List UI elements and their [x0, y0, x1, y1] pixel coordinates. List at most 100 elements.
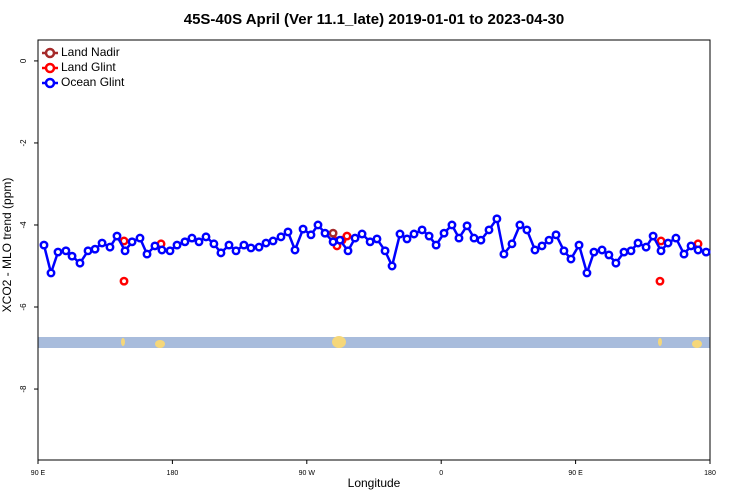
data-point [165, 246, 175, 256]
data-point [507, 239, 517, 249]
data-point [298, 224, 308, 234]
data-point [254, 242, 264, 252]
data-point [187, 233, 197, 243]
data-point [395, 229, 405, 239]
x-tick-label: 90 E [568, 470, 583, 477]
data-point [604, 250, 614, 260]
data-point [290, 245, 300, 255]
data-point [454, 233, 464, 243]
data-point [530, 245, 540, 255]
data-point [626, 246, 636, 256]
x-tick-label: 180 [704, 470, 716, 477]
data-point [633, 238, 643, 248]
data-point [655, 276, 665, 286]
data-point [663, 238, 673, 248]
data-point [46, 268, 56, 278]
data-point [499, 249, 509, 259]
data-point [306, 230, 316, 240]
data-point [105, 242, 115, 252]
data-point [641, 242, 651, 252]
data-point [172, 240, 182, 250]
data-point [551, 230, 561, 240]
data-point [476, 235, 486, 245]
data-point [320, 228, 330, 238]
data-point [328, 237, 338, 247]
data-point [693, 245, 703, 255]
data-point [39, 240, 49, 250]
data-point [67, 251, 77, 261]
data-point [387, 261, 397, 271]
data-point [701, 247, 711, 257]
data-point [447, 220, 457, 230]
data-point [342, 231, 352, 241]
data-point [566, 254, 576, 264]
data-point [380, 246, 390, 256]
x-tick-label: 0 [439, 470, 443, 477]
data-point [462, 221, 472, 231]
series-line [42, 215, 707, 278]
data-point [194, 237, 204, 247]
y-tick-label: -4 [19, 221, 28, 229]
data-point [83, 246, 93, 256]
data-point [648, 231, 658, 241]
y-tick-label: 0 [19, 58, 28, 63]
data-point [492, 214, 502, 224]
legend-marker [44, 47, 56, 59]
data-point [328, 228, 338, 238]
map-strip [38, 336, 710, 348]
data-point [656, 236, 666, 246]
data-point [201, 232, 211, 242]
legend-marker [44, 62, 56, 74]
data-point [484, 225, 494, 235]
data-point [679, 249, 689, 259]
chart-title: 45S-40S April (Ver 11.1_late) 2019-01-01… [184, 11, 565, 28]
data-point [439, 228, 449, 238]
legend-label: Ocean Glint [61, 75, 125, 89]
data-point [372, 234, 382, 244]
data-point [142, 249, 152, 259]
data-point [209, 239, 219, 249]
data-point [150, 241, 160, 251]
data-point [350, 233, 360, 243]
data-point [409, 229, 419, 239]
y-axis-label: XCO2 - MLO trend (ppm) [0, 178, 14, 313]
data-point [261, 238, 271, 248]
plot-frame [37, 39, 711, 461]
data-point [53, 247, 63, 257]
legend-marker [44, 77, 56, 89]
data-point [157, 245, 167, 255]
data-point [120, 246, 130, 256]
data-point [75, 258, 85, 268]
data-point [276, 232, 286, 242]
data-point [431, 240, 441, 250]
data-point [335, 235, 345, 245]
data-point [417, 225, 427, 235]
x-tick-label: 90 E [31, 470, 46, 477]
data-point [343, 246, 353, 256]
data-point [283, 227, 293, 237]
data-point [231, 246, 241, 256]
data-point [119, 276, 129, 286]
data-point [515, 220, 525, 230]
legend-label: Land Glint [61, 60, 116, 74]
data-point [582, 268, 592, 278]
legend-label: Land Nadir [61, 45, 120, 59]
data-point [239, 240, 249, 250]
x-axis-label: Longitude [348, 476, 401, 490]
data-point [619, 247, 629, 257]
data-point [112, 231, 122, 241]
data-point [61, 246, 71, 256]
data-point [611, 258, 621, 268]
data-point [469, 233, 479, 243]
y-tick-label: -6 [19, 303, 28, 311]
data-point [180, 237, 190, 247]
data-point [559, 246, 569, 256]
data-point [522, 225, 532, 235]
data-point [97, 238, 107, 248]
data-point [574, 240, 584, 250]
data-point [671, 233, 681, 243]
data-point [90, 244, 100, 254]
data-point [544, 235, 554, 245]
y-tick-label: -2 [19, 139, 28, 147]
